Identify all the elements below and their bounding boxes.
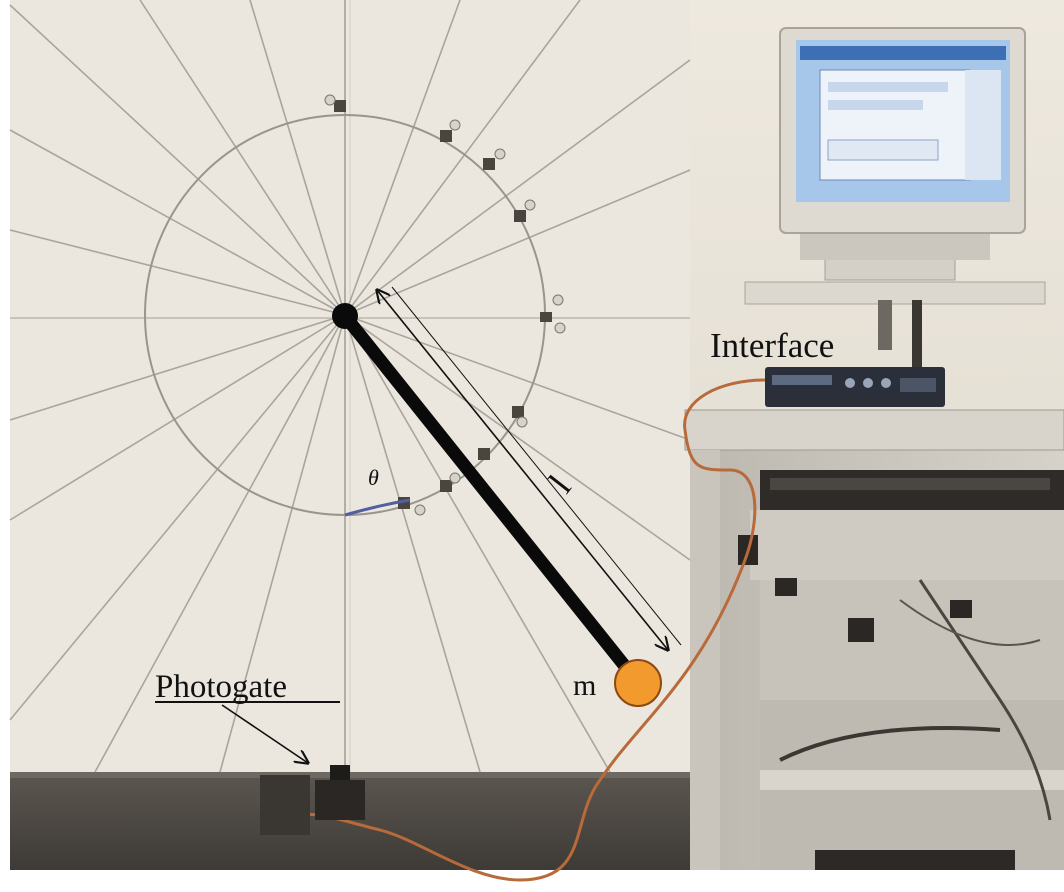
- photogate-sensor-icon: [260, 765, 365, 835]
- photogate-label: Photogate: [155, 669, 287, 705]
- pendulum-board: θ: [9, 0, 691, 773]
- computer-monitor-icon: [744, 27, 1046, 370]
- sensor-cable: [299, 378, 766, 882]
- interface-label: Interface: [710, 326, 834, 365]
- photogate-arrow: [221, 704, 308, 763]
- interface-box-icon: [765, 367, 945, 407]
- orange-bob-icon: [614, 659, 662, 707]
- length-arrow: [377, 290, 668, 650]
- mass-label: m: [573, 669, 596, 702]
- angle-label: θ: [368, 465, 379, 490]
- pivot-dot-icon: [332, 303, 358, 329]
- table-top: [684, 409, 1064, 451]
